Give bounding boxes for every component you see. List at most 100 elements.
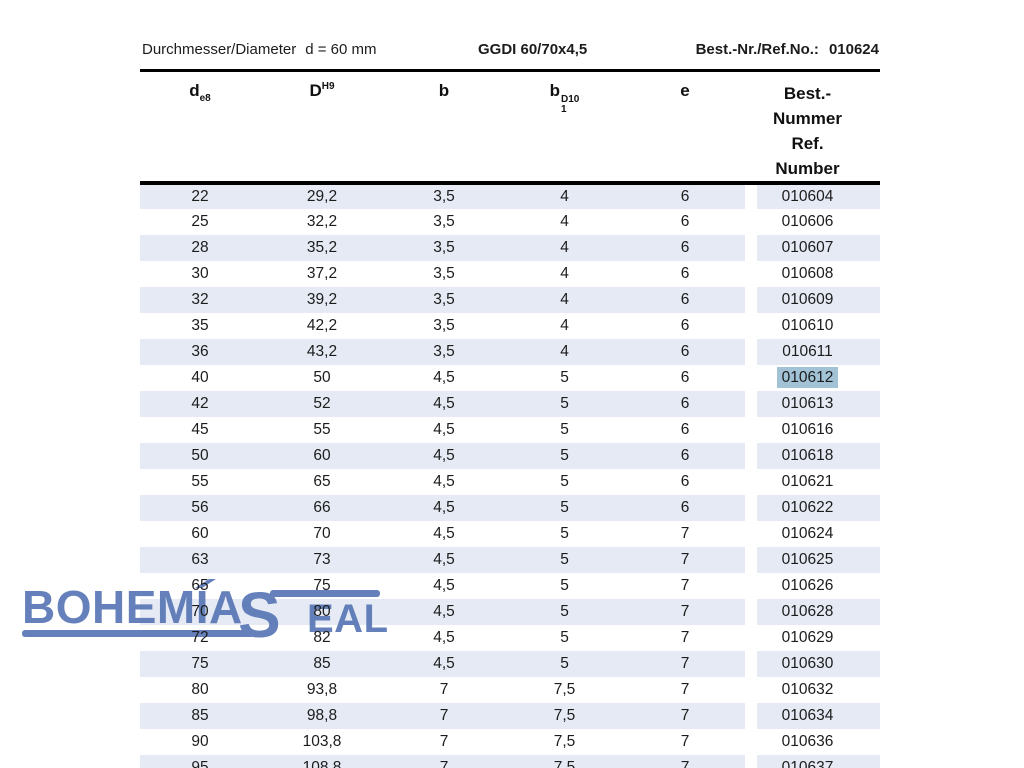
cell-b1: 5 [560,369,569,386]
column-gap [745,677,757,703]
cell-b1: 5 [560,577,569,594]
cell-e: 6 [680,239,690,256]
page-content: Durchmesser/Diameter d = 60 mm GGDI 60/70… [140,34,880,768]
column-header-b: b [384,69,504,185]
cell-b: 4,5 [433,395,455,412]
cell-d: 70 [191,603,209,620]
column-gap [745,261,757,287]
watermark-seal-eal: EAL [307,597,389,641]
cell-b: 4,5 [433,421,455,438]
cell-D: 82 [313,629,331,646]
cell-D: 70 [313,525,331,542]
watermark-word-bohemia: BOHEMIA [22,581,243,633]
table-row: 95 108,8 7 7,5 7 010637 [140,755,880,768]
cell-D: 55 [313,421,331,438]
cell-D: 35,2 [306,239,338,256]
cell-b: 4,5 [433,473,455,490]
table-row: 56 66 4,5 5 6 010622 [140,495,880,521]
cell-e: 7 [680,759,690,768]
column-gap [745,313,757,339]
cell-d: 80 [191,681,209,698]
cell-b1: 4 [560,317,569,334]
column-gap [745,729,757,755]
cell-ref: 010618 [781,447,834,464]
ref-number-label: Best.-Nr./Ref.No.: [695,41,819,58]
cell-D: 43,2 [306,343,338,360]
cell-b: 7 [439,707,449,724]
cell-d: 72 [191,629,209,646]
cell-D: 60 [313,447,331,464]
ref-number-value: 010624 [828,41,879,58]
cell-d: 22 [191,188,209,205]
cell-d: 55 [191,473,209,490]
cell-ref: 010621 [781,473,834,490]
cell-b1: 5 [560,499,569,516]
table-row: 70 80 4,5 5 7 010628 [140,599,880,625]
watermark-accent-mark [195,579,216,588]
cell-e: 6 [680,343,690,360]
header-row: de8 DH9 b b D10 1 e Best.-Nummer Ref. Numb… [140,69,880,185]
table-row: 40 50 4,5 5 6 010612 [140,365,880,391]
cell-D: 32,2 [306,213,338,230]
cell-ref: 010628 [781,603,834,620]
cell-b1: 7,5 [553,707,576,724]
column-gap [745,521,757,547]
cell-ref: 010636 [781,733,834,750]
column-gap [745,235,757,261]
column-header-D: DH9 [260,69,384,185]
cell-b1: 7,5 [553,759,576,768]
cell-d: 56 [191,499,209,516]
table-row: 55 65 4,5 5 6 010621 [140,469,880,495]
cell-b1: 4 [560,265,569,282]
bohemia-seal-watermark: BOHEMIA S EAL [18,576,414,651]
table-row: 85 98,8 7 7,5 7 010634 [140,703,880,729]
cell-b1: 4 [560,188,569,205]
cell-d: 75 [191,655,209,672]
column-gap [745,183,757,209]
table-head: de8 DH9 b b D10 1 e Best.-Nummer Ref. Numb… [140,69,880,185]
table-row: 42 52 4,5 5 6 010613 [140,391,880,417]
cell-ref: 010637 [781,759,834,768]
cell-D: 50 [313,369,331,386]
cell-b1: 5 [560,525,569,542]
cell-d: 25 [191,213,209,230]
cell-d: 95 [191,759,209,768]
table-row: 65 75 4,5 5 7 010626 [140,573,880,599]
cell-D: 52 [313,395,331,412]
cell-D: 108,8 [302,759,342,768]
cell-d: 63 [191,551,209,568]
cell-ref: 010616 [781,421,834,438]
selected-ref-text[interactable]: 010612 [776,367,839,388]
cell-d: 42 [191,395,209,412]
cell-b: 4,5 [433,577,455,594]
cell-D: 66 [313,499,331,516]
column-gap [745,599,757,625]
cell-d: 30 [191,265,209,282]
table-row: 30 37,2 3,5 4 6 010608 [140,261,880,287]
ref-number-heading: Best.-Nr./Ref.No.: 010624 [696,41,879,58]
cell-e: 7 [680,603,690,620]
column-header-d: de8 [140,69,260,185]
dimension-label: Durchmesser/Diameter [142,41,297,58]
cell-d: 45 [191,421,209,438]
cell-e: 6 [680,473,690,490]
cell-b: 4,5 [433,629,455,646]
table-row: 80 93,8 7 7,5 7 010632 [140,677,880,703]
cell-ref: 010630 [781,655,834,672]
table-row: 90 103,8 7 7,5 7 010636 [140,729,880,755]
cell-d: 65 [191,577,209,594]
column-gap [745,391,757,417]
cell-b: 3,5 [433,265,455,282]
table-row: 32 39,2 3,5 4 6 010609 [140,287,880,313]
cell-ref: 010607 [781,239,834,256]
cell-e: 6 [680,188,690,205]
cell-e: 7 [680,525,690,542]
cell-b1: 5 [560,655,569,672]
cell-b1: 7,5 [553,733,576,750]
cell-e: 7 [680,655,690,672]
table-row: 72 82 4,5 5 7 010629 [140,625,880,651]
bohemia-seal-logo: BOHEMIA S EAL [22,579,389,651]
cell-ref: 010609 [781,291,834,308]
column-gap [745,651,757,677]
cell-D: 85 [313,655,331,672]
